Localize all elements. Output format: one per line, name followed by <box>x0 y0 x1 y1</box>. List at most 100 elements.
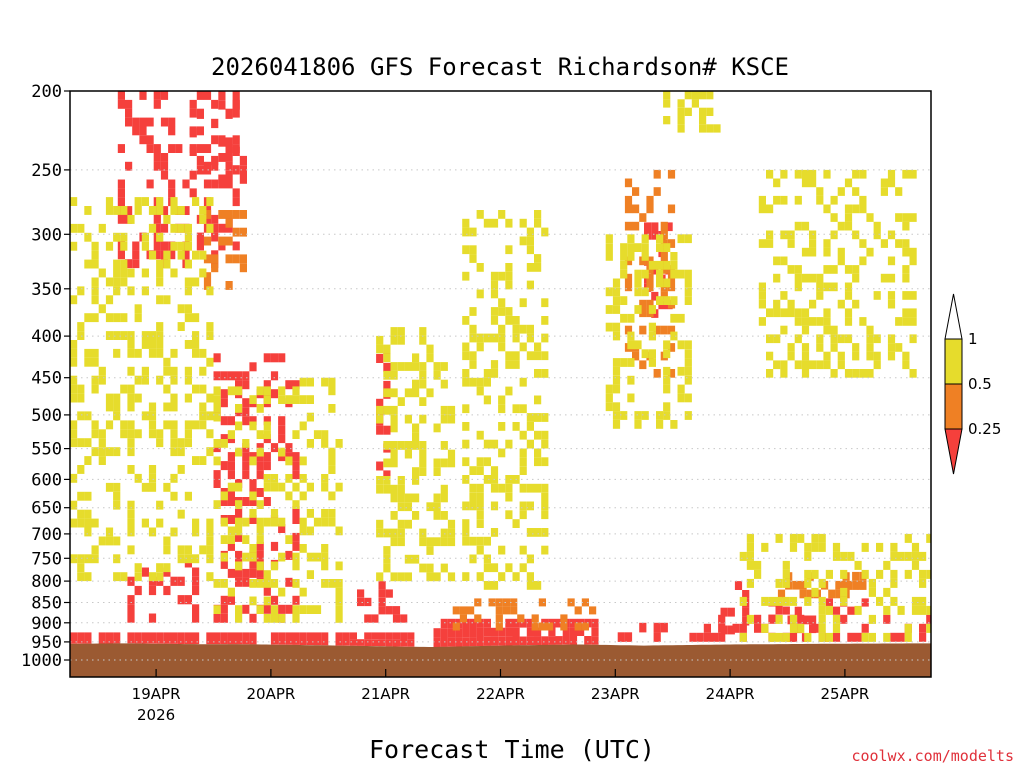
ri-cell <box>426 572 434 582</box>
ri-cell <box>256 605 264 614</box>
x-tick-label: 21APR <box>361 685 410 703</box>
ri-cell <box>780 308 788 318</box>
ri-cell <box>146 179 154 189</box>
ri-cell <box>98 536 106 546</box>
ri-cell <box>328 404 336 413</box>
ri-cell <box>184 375 192 385</box>
ri-cell <box>505 510 513 520</box>
ri-cell <box>852 571 860 581</box>
ri-cell <box>349 632 357 640</box>
ri-cell <box>809 178 817 188</box>
ri-cell <box>660 291 668 300</box>
ri-cell <box>844 265 853 274</box>
ri-cell <box>105 313 114 323</box>
ri-cell <box>653 169 661 179</box>
ri-cell <box>426 502 434 512</box>
ri-cell <box>440 441 448 450</box>
ri-cell <box>545 622 554 631</box>
ri-cell <box>890 632 898 642</box>
ri-cell <box>852 343 860 352</box>
ri-cell <box>830 343 838 352</box>
ri-cell <box>811 569 819 579</box>
ri-cell <box>534 413 542 422</box>
ri-cell <box>469 245 477 255</box>
ri-cell <box>904 632 912 642</box>
ri-cell <box>897 605 905 615</box>
ri-cell <box>469 307 477 316</box>
ri-cell <box>840 614 848 624</box>
ri-cell <box>620 269 628 279</box>
ri-cell <box>787 299 795 309</box>
ri-cell <box>263 474 271 483</box>
ri-cell <box>292 579 300 588</box>
ri-cell <box>206 331 214 340</box>
credit-link[interactable]: coolwx.com/modelts <box>851 747 1014 765</box>
ri-cell <box>84 206 92 215</box>
y-tick-label: 300 <box>31 225 62 245</box>
ri-cell <box>462 475 470 484</box>
ri-cell <box>270 443 279 453</box>
ri-cell <box>117 197 125 207</box>
ri-cell <box>170 632 178 644</box>
ri-cell <box>239 165 247 175</box>
ri-cell <box>235 482 243 492</box>
ri-cell <box>105 277 114 287</box>
ri-cell <box>285 491 293 501</box>
ri-cell <box>691 91 699 100</box>
ri-cell <box>376 335 384 345</box>
ri-cell <box>766 230 774 240</box>
ri-cell <box>926 533 931 543</box>
ri-cell <box>469 628 477 638</box>
ri-cell <box>98 268 106 278</box>
ri-cell <box>285 550 293 560</box>
ri-cell <box>823 265 831 274</box>
ri-cell <box>648 358 656 367</box>
ri-cell <box>218 236 226 246</box>
ri-cell <box>127 402 135 412</box>
ri-cell <box>160 91 169 100</box>
ri-cell <box>653 187 661 196</box>
ri-cell <box>519 483 527 493</box>
ri-cell <box>562 627 570 636</box>
ri-cell <box>211 179 219 189</box>
ri-cell <box>227 470 235 480</box>
ri-cell <box>378 639 386 647</box>
ri-cell <box>483 475 491 484</box>
ri-cell <box>909 256 917 266</box>
ri-cell <box>397 528 405 538</box>
ri-cell <box>656 260 664 270</box>
ri-cell <box>447 414 456 424</box>
y-tick-label: 950 <box>31 633 62 653</box>
ri-cell <box>328 509 336 518</box>
ri-cell <box>844 178 853 188</box>
ri-cell <box>177 438 185 448</box>
ri-cell <box>794 606 802 616</box>
ri-cell <box>837 360 845 370</box>
ri-cell <box>127 545 135 555</box>
ri-cell <box>113 572 121 582</box>
ri-cell <box>148 331 157 340</box>
ri-cell <box>832 632 841 642</box>
ri-cell <box>376 519 384 529</box>
ri-cell <box>641 269 649 279</box>
ri-cell <box>184 304 192 314</box>
ri-cell <box>897 632 905 642</box>
ri-cell <box>474 614 482 623</box>
ri-cell <box>469 483 477 493</box>
ri-cell <box>734 581 743 590</box>
ri-cell <box>189 188 197 198</box>
ri-cell <box>70 473 78 483</box>
ri-cell <box>218 91 226 101</box>
ri-cell <box>789 614 798 624</box>
ri-cell <box>476 386 484 396</box>
ri-cell <box>677 269 685 279</box>
colorbar-tick-label: 0.25 <box>968 420 1001 438</box>
ri-cell <box>206 223 214 233</box>
ri-cell <box>249 456 257 466</box>
ri-cell <box>797 614 805 624</box>
ri-cell <box>754 614 762 624</box>
ri-cell <box>620 411 628 420</box>
ri-cell <box>98 223 106 233</box>
ri-cell <box>660 247 668 257</box>
